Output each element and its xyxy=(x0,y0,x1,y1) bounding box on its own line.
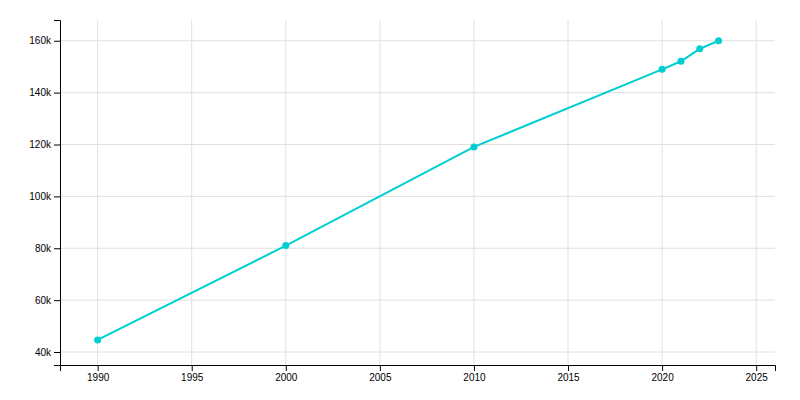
point xyxy=(282,242,289,249)
y-tick-mark xyxy=(54,352,60,353)
y-tick-mark xyxy=(54,41,60,42)
y-tick: 120k xyxy=(29,139,60,150)
y-tick: 80k xyxy=(35,243,60,254)
y-tick-label: 140k xyxy=(29,87,52,98)
x-tick-label: 2020 xyxy=(651,372,674,383)
x-tick: 2010 xyxy=(463,365,486,383)
point xyxy=(94,336,101,343)
x-axis-line xyxy=(61,366,776,372)
x-tick-mark xyxy=(286,365,287,371)
x-tick-label: 2025 xyxy=(746,372,769,383)
x-tick-label: 1995 xyxy=(181,372,204,383)
x-tick-mark xyxy=(568,365,569,371)
y-tick-label: 60k xyxy=(35,295,52,306)
x-tick: 2000 xyxy=(275,365,298,383)
y-axis: 40k 60k 80k 100k 120k 140k 160k xyxy=(29,21,60,366)
x-tick: 1995 xyxy=(181,365,204,383)
grid-line-y xyxy=(60,40,775,41)
y-tick-label: 120k xyxy=(29,139,52,150)
grid-line-x xyxy=(473,20,474,365)
grid-line-x xyxy=(379,20,380,365)
grid-line-y xyxy=(60,196,775,197)
y-tick-mark xyxy=(54,196,60,197)
x-tick-mark xyxy=(380,365,381,371)
grid-line-x xyxy=(568,20,569,365)
point xyxy=(715,37,722,44)
x-tick-mark xyxy=(192,365,193,371)
y-tick-mark xyxy=(54,93,60,94)
y-tick: 60k xyxy=(35,295,60,306)
grid-line-y xyxy=(60,92,775,93)
x-tick-label: 2000 xyxy=(275,372,298,383)
x-tick: 2025 xyxy=(746,365,769,383)
x-tick: 2020 xyxy=(651,365,674,383)
point xyxy=(677,58,684,65)
x-axis: 1990 1995 2000 2005 2010 2015 2020 2025 xyxy=(61,365,776,383)
y-tick-mark xyxy=(54,300,60,301)
grid-line-x xyxy=(756,20,757,365)
x-tick: 2015 xyxy=(557,365,580,383)
y-tick-mark xyxy=(54,145,60,146)
y-tick-label: 100k xyxy=(29,191,52,202)
grid xyxy=(60,20,775,365)
point xyxy=(659,66,666,73)
grid-line-y xyxy=(60,248,775,249)
y-tick-label: 80k xyxy=(35,243,52,254)
grid-line-x xyxy=(97,20,98,365)
point xyxy=(696,45,703,52)
y-tick-mark xyxy=(54,248,60,249)
chart: 1990 1995 2000 2005 2010 2015 2020 2025 40k 60k 80… xyxy=(0,0,800,400)
line xyxy=(98,41,719,340)
x-tick-label: 2015 xyxy=(557,372,580,383)
y-tick: 100k xyxy=(29,191,60,202)
grid-line-y xyxy=(60,300,775,301)
y-tick: 160k xyxy=(29,35,60,46)
y-tick-label: 40k xyxy=(35,347,52,358)
y-axis-line xyxy=(54,21,61,366)
x-tick: 1990 xyxy=(87,365,110,383)
grid-line-y xyxy=(60,144,775,145)
plot-area xyxy=(94,37,722,343)
grid-line-x xyxy=(285,20,286,365)
x-tick-mark xyxy=(662,365,663,371)
point xyxy=(470,143,477,150)
y-tick-label: 160k xyxy=(29,35,52,46)
y-tick: 40k xyxy=(35,347,60,358)
x-tick: 2005 xyxy=(369,365,392,383)
x-tick-label: 2010 xyxy=(463,372,486,383)
grid-line-y xyxy=(60,352,775,353)
grid-line-x xyxy=(191,20,192,365)
y-tick: 140k xyxy=(29,87,60,98)
x-tick-label: 2005 xyxy=(369,372,392,383)
x-tick-label: 1990 xyxy=(87,372,110,383)
x-tick-mark xyxy=(756,365,757,371)
x-tick-mark xyxy=(98,365,99,371)
x-tick-mark xyxy=(474,365,475,371)
